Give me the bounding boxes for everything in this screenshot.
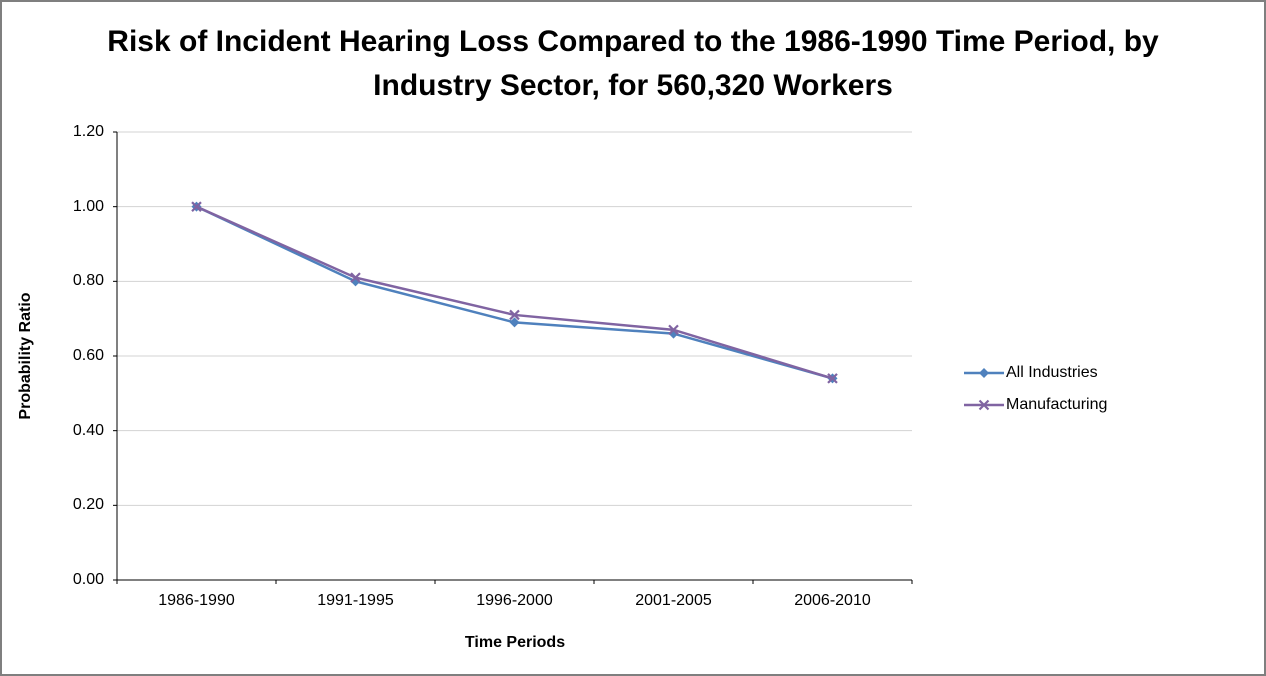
data-point-x-icon[interactable] <box>509 309 520 321</box>
data-point-x-icon[interactable] <box>668 324 679 336</box>
legend-diamond-marker-icon <box>964 368 1004 378</box>
y-tick-label: 1.20 <box>72 123 104 140</box>
data-point-x-icon[interactable] <box>978 399 990 411</box>
legend-item-manufacturing[interactable]: Manufacturing <box>964 396 1107 414</box>
data-point-x-icon[interactable] <box>191 201 202 212</box>
y-tick-label: 0.00 <box>72 571 104 588</box>
legend-x-marker-icon <box>964 399 1004 411</box>
legend-label: Manufacturing <box>1006 396 1108 413</box>
x-tick-label: 2006-2010 <box>794 592 871 609</box>
data-point-diamond-icon[interactable] <box>979 368 989 378</box>
series-line-all-industries[interactable] <box>195 205 833 380</box>
legend: All Industries Manufacturing <box>964 364 1107 414</box>
data-point-x-icon[interactable] <box>350 272 361 283</box>
x-tick-label: 1991-1995 <box>317 592 394 609</box>
x-tick-label: 2001-2005 <box>635 592 712 609</box>
x-tick-label: 1996-2000 <box>476 592 553 609</box>
legend-label: All Industries <box>1006 364 1098 381</box>
y-tick-label: 0.80 <box>72 272 104 290</box>
y-tick-label: 1.00 <box>72 197 104 215</box>
chart-title: Risk of Incident Hearing Loss Compared t… <box>107 25 1159 102</box>
x-tick-label: 1986-1990 <box>158 592 235 609</box>
y-tick-label: 0.20 <box>72 496 104 514</box>
data-point-diamond-icon[interactable] <box>509 317 520 328</box>
y-tick-label: 0.60 <box>72 347 104 364</box>
x-axis-title: Time Periods <box>464 634 566 651</box>
legend-item-all-industries[interactable]: All Industries <box>964 364 1107 382</box>
y-tick-label: 0.40 <box>72 421 104 439</box>
data-point-x-icon[interactable] <box>827 373 838 384</box>
